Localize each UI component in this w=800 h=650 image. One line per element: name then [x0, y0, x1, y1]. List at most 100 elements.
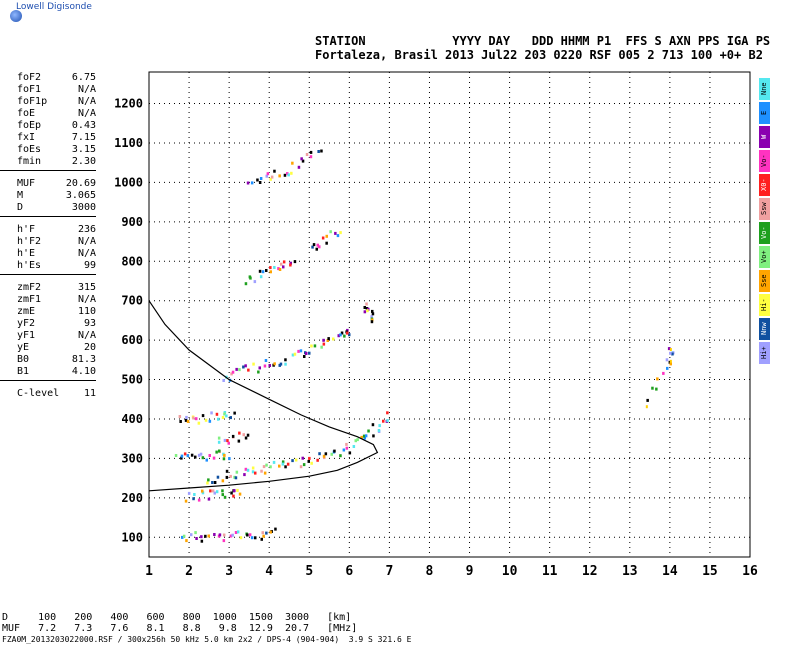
echo-point — [281, 462, 285, 466]
echo-point — [244, 282, 248, 286]
parameter-value: 11 — [83, 388, 96, 399]
parameter-name: zmE — [17, 306, 36, 317]
echo-point — [668, 360, 672, 364]
echo-point — [187, 491, 191, 495]
echo-point — [322, 454, 326, 458]
echo-point — [242, 433, 245, 437]
legend-item: E — [759, 102, 770, 124]
parameter-row: C-level 11 — [0, 388, 100, 400]
parameter-name: MUF — [17, 178, 36, 189]
echo-point — [221, 479, 225, 483]
parameter-row: foE N/A — [0, 108, 100, 120]
echo-point — [234, 531, 238, 534]
echo-point — [210, 411, 213, 415]
parameter-name: yF2 — [17, 318, 36, 329]
echo-point — [336, 234, 340, 238]
echo-point — [273, 169, 276, 173]
echo-point — [237, 439, 241, 443]
y-tick-label: 500 — [121, 373, 143, 387]
echo-point — [363, 436, 366, 440]
parameter-name: M — [17, 190, 24, 201]
parameter-value: 6.75 — [71, 72, 96, 83]
parameter-name: D — [17, 202, 24, 213]
parameter-value: 236 — [77, 224, 96, 235]
echo-point — [247, 368, 250, 372]
x-tick-label: 3 — [225, 564, 233, 579]
echo-point — [239, 536, 243, 540]
echo-point — [340, 331, 344, 335]
legend-item: Hi- — [759, 294, 770, 316]
x-tick-label: 2 — [185, 564, 193, 579]
echo-point — [264, 359, 268, 362]
echo-point — [229, 416, 232, 420]
echo-point — [197, 498, 201, 502]
echo-point — [244, 364, 247, 368]
echo-point — [222, 539, 226, 543]
echo-point — [278, 464, 281, 468]
echo-point — [309, 150, 313, 154]
echo-point — [254, 536, 257, 540]
echo-point — [229, 534, 233, 538]
echo-point — [178, 415, 182, 418]
echo-point — [225, 475, 229, 479]
echo-point — [300, 157, 303, 161]
parameter-value: 20.69 — [65, 178, 96, 189]
echo-point — [180, 454, 184, 458]
echo-point — [364, 434, 368, 438]
parameter-value: N/A — [77, 108, 96, 119]
echo-point — [669, 348, 672, 352]
echo-point — [370, 320, 374, 324]
echo-point — [253, 280, 257, 284]
echo-point — [320, 149, 323, 153]
echo-point — [231, 434, 235, 438]
echo-point — [348, 451, 352, 455]
echo-point — [330, 452, 333, 456]
echo-point — [386, 419, 389, 423]
echo-point — [266, 172, 270, 176]
echo-point — [378, 424, 381, 428]
echo-point — [265, 174, 268, 178]
echo-point — [192, 497, 195, 501]
echo-point — [669, 351, 672, 355]
legend-label: Nne — [760, 82, 768, 96]
parameter-value: 110 — [77, 306, 96, 317]
echo-point — [195, 537, 198, 540]
echo-point — [211, 489, 215, 493]
echo-point — [201, 414, 205, 418]
echo-point — [223, 495, 227, 499]
echo-point — [289, 263, 292, 267]
echo-point — [215, 450, 218, 454]
footer-distance-row: D 100 200 400 600 800 1000 1500 3000 [km… — [2, 612, 352, 623]
x-tick-label: 8 — [426, 564, 434, 579]
x-tick-label: 10 — [502, 564, 518, 579]
parameter-name: C-level — [17, 388, 60, 399]
echo-point — [363, 306, 366, 309]
echo-point — [299, 349, 303, 353]
parameter-separator — [0, 380, 96, 386]
y-tick-label: 800 — [121, 254, 143, 268]
echo-point — [258, 366, 261, 370]
y-tick-label: 200 — [121, 491, 143, 505]
echo-point — [208, 419, 212, 423]
footer-muf-row: MUF 7.2 7.3 7.6 8.1 8.8 9.8 12.9 20.7 [M… — [2, 623, 358, 634]
echo-point — [254, 471, 257, 475]
echo-point — [238, 492, 242, 496]
echo-point — [251, 466, 255, 470]
echo-point — [284, 362, 287, 366]
echo-point — [209, 489, 212, 493]
echo-point — [277, 267, 280, 271]
echo-point — [308, 351, 311, 355]
echo-point — [317, 150, 320, 153]
echo-point — [258, 181, 262, 184]
echo-point — [190, 453, 194, 457]
echo-point — [282, 265, 285, 269]
echo-point — [246, 468, 250, 472]
echo-point — [284, 358, 287, 362]
y-tick-label: 400 — [121, 412, 143, 426]
echo-point — [218, 533, 222, 537]
parameter-row: foEs 3.15 — [0, 144, 100, 156]
echo-point — [316, 243, 319, 247]
echo-point — [356, 438, 359, 442]
echo-point — [286, 462, 290, 466]
parameter-row: foF1 N/A — [0, 84, 100, 96]
